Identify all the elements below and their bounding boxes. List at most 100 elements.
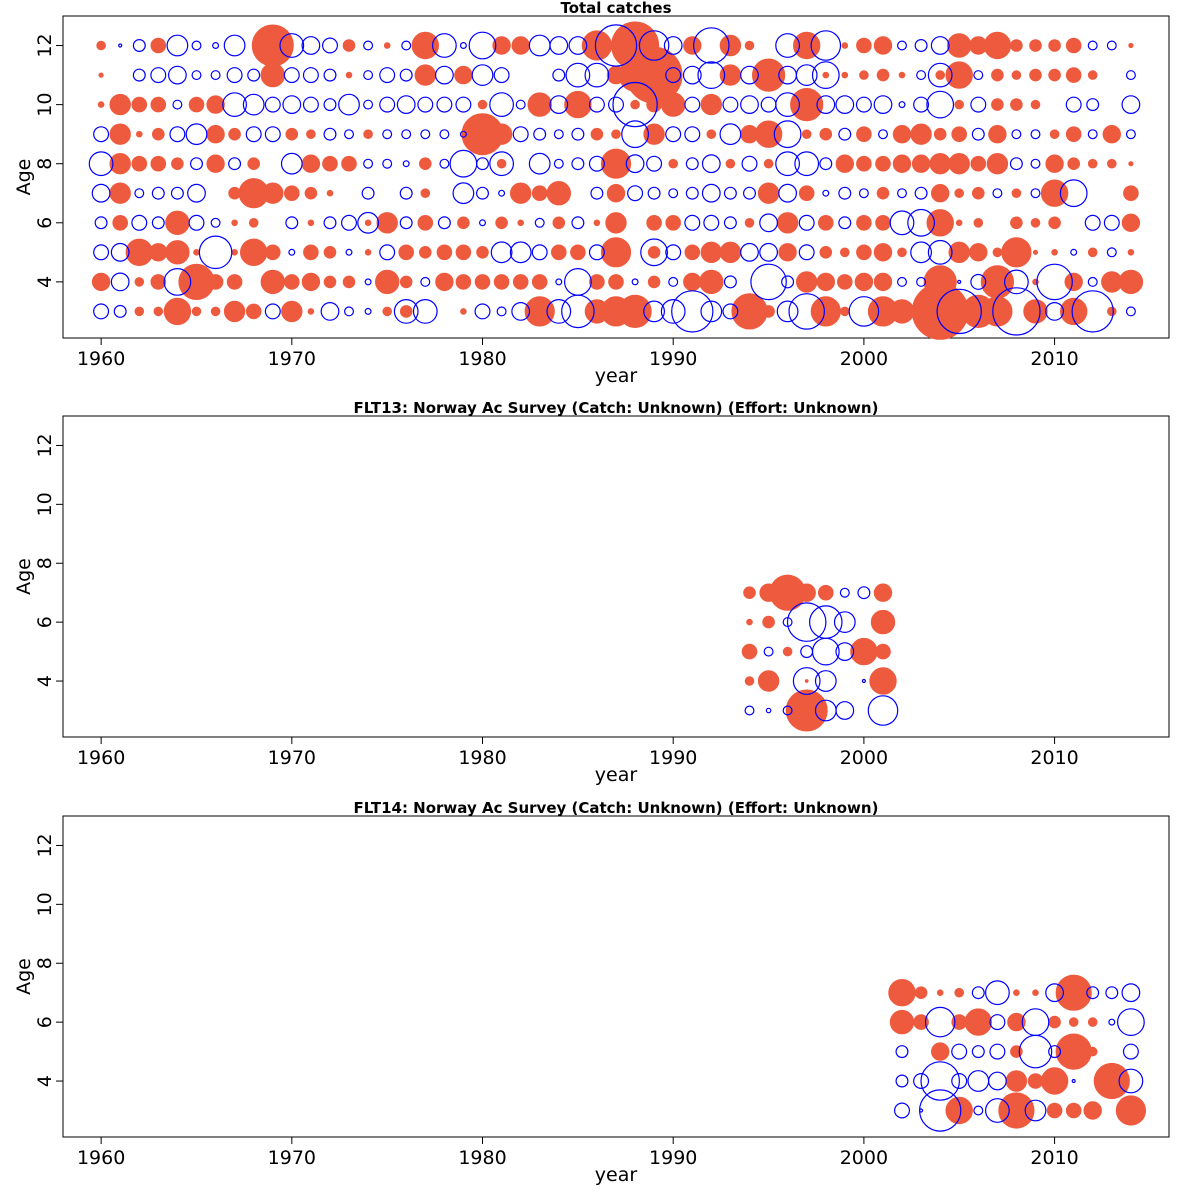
positive-residual-bubble [1023,299,1048,324]
positive-residual-bubble [889,299,915,324]
negative-residual-bubble [1086,98,1100,112]
negative-residual-bubble [682,65,702,85]
positive-residual-bubble [605,212,627,234]
negative-residual-bubble [914,38,928,52]
negative-residual-bubble [412,299,438,324]
negative-residual-bubble [402,160,410,168]
positive-residual-bubble [251,24,294,67]
negative-residual-bubble [361,186,375,200]
positive-residual-bubble [1048,39,1061,52]
positive-residual-bubble [552,216,566,230]
x-tick-label: 1960 [77,1147,125,1169]
positive-residual-bubble [743,586,756,599]
positive-residual-bubble [323,275,337,289]
positive-residual-bubble [239,238,268,267]
positive-residual-bubble [399,275,413,289]
positive-residual-bubble [785,689,828,732]
positive-residual-bubble [856,37,872,54]
negative-residual-bubble [1070,248,1078,256]
positive-residual-bubble [910,123,932,145]
negative-residual-bubble [927,239,953,265]
negative-residual-bubble [857,586,871,600]
negative-residual-bubble [185,123,208,146]
negative-residual-bubble [913,96,930,113]
negative-residual-bubble [323,98,337,112]
positive-residual-bubble [495,216,508,230]
positive-residual-bubble [245,303,262,320]
positive-residual-bubble [892,124,912,144]
positive-residual-bubble [411,31,440,60]
positive-residual-bubble [1107,158,1117,169]
negative-residual-bubble [924,1006,956,1038]
negative-residual-bubble [750,263,787,301]
positive-residual-bubble [1087,158,1098,169]
negative-residual-bubble [1048,1045,1062,1059]
negative-residual-bubble [584,62,610,88]
positive-residual-bubble [888,979,916,1007]
positive-residual-bubble [982,296,1013,327]
negative-residual-bubble [898,101,906,109]
positive-residual-bubble [971,186,985,200]
negative-residual-bubble [1024,1099,1047,1122]
positive-residual-bubble [376,212,398,234]
negative-residual-bubble [242,93,265,116]
negative-residual-bubble [646,155,663,172]
positive-residual-bubble [231,249,238,256]
positive-residual-bubble [706,129,717,140]
negative-residual-bubble [594,24,638,67]
positive-residual-bubble [1010,216,1023,230]
negative-residual-bubble [607,96,624,113]
positive-residual-bubble [725,158,736,169]
negative-residual-bubble [775,92,800,117]
positive-residual-bubble [564,90,592,119]
negative-residual-bubble [907,208,935,237]
negative-residual-bubble [476,157,490,171]
positive-residual-bubble [1010,98,1023,111]
positive-residual-bubble [191,306,202,317]
x-tick-label: 2000 [840,747,888,769]
negative-residual-bubble [344,129,355,140]
negative-residual-bubble [896,188,907,199]
positive-residual-bubble [455,274,472,290]
negative-residual-bubble [474,303,491,320]
negative-residual-bubble [279,33,305,58]
positive-residual-bubble [873,36,893,55]
positive-residual-bubble [1059,297,1088,326]
negative-residual-bubble [1121,95,1141,114]
positive-residual-bubble [647,275,661,289]
negative-residual-bubble [621,120,649,149]
negative-residual-bubble [449,149,478,178]
positive-residual-bubble [757,182,780,204]
positive-residual-bubble [283,274,300,290]
positive-residual-bubble [744,40,755,51]
negative-residual-bubble [498,189,506,197]
positive-residual-bubble [1030,218,1041,228]
negative-residual-bubble [684,214,701,231]
positive-residual-bubble [163,297,192,326]
negative-residual-bubble [665,244,682,261]
negative-residual-bubble [568,36,588,55]
positive-residual-bubble [719,241,742,264]
negative-residual-bubble [118,43,123,48]
y-tick-label: 4 [34,675,56,687]
negative-residual-bubble [835,701,855,720]
negative-residual-bubble [382,129,393,140]
positive-residual-bubble [342,275,356,289]
y-tick-label: 6 [34,616,56,628]
negative-residual-bubble [1122,1043,1139,1060]
positive-residual-bubble [935,70,945,80]
positive-residual-bubble [1048,216,1061,230]
negative-residual-bubble [1030,158,1041,169]
negative-residual-bubble [264,303,281,320]
negative-residual-bubble [588,96,605,113]
y-tick-label: 6 [34,217,56,229]
x-tick-label: 1990 [649,348,697,370]
positive-residual-bubble [954,987,964,998]
negative-residual-bubble [357,211,380,234]
negative-residual-bubble [896,40,907,51]
positive-residual-bubble [1087,1046,1098,1057]
negative-residual-bubble [191,40,202,51]
positive-residual-bubble [322,155,338,172]
positive-residual-bubble [839,306,850,317]
positive-residual-bubble [875,215,891,231]
